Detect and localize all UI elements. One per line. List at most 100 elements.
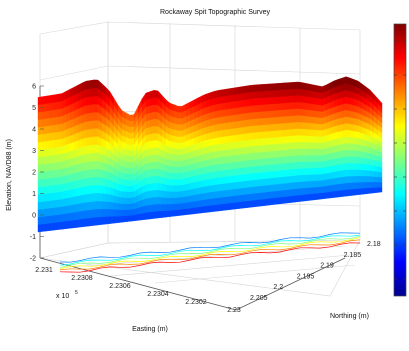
surface-patch xyxy=(45,102,51,112)
surface-patch xyxy=(137,212,143,221)
surface-patch xyxy=(317,104,323,112)
surface-patch xyxy=(173,197,179,205)
surface-patch xyxy=(173,147,179,156)
surface-patch xyxy=(169,172,175,180)
surface-patch xyxy=(213,143,219,152)
surface-patch xyxy=(297,95,303,103)
surface-patch xyxy=(341,76,347,85)
surface-patch xyxy=(149,175,155,184)
surface-patch xyxy=(125,167,131,175)
surface-patch xyxy=(301,108,307,117)
surface-patch xyxy=(149,139,155,149)
surface-patch xyxy=(341,182,347,191)
surface-patch xyxy=(325,178,331,187)
surface-patch xyxy=(221,203,227,211)
surface-patch xyxy=(253,91,259,99)
surface-patch xyxy=(377,98,383,109)
surface-patch xyxy=(177,178,183,186)
surface-patch xyxy=(297,128,303,136)
surface-patch xyxy=(321,166,327,175)
surface-patch xyxy=(129,214,135,222)
surface-patch xyxy=(129,179,135,187)
surface-patch xyxy=(165,190,171,198)
surface-patch xyxy=(313,135,319,143)
surface-patch xyxy=(173,191,179,198)
surface-patch xyxy=(261,90,267,99)
surface-patch xyxy=(197,199,203,208)
surface-patch xyxy=(69,172,75,183)
surface-patch xyxy=(277,149,283,158)
surface-patch xyxy=(61,205,67,215)
surface-patch xyxy=(169,159,175,167)
surface-patch xyxy=(269,83,275,91)
surface-patch xyxy=(145,169,151,178)
surface-patch xyxy=(49,214,55,224)
surface-patch xyxy=(217,183,223,192)
surface-patch xyxy=(245,173,251,181)
surface-patch xyxy=(237,120,243,128)
surface-patch xyxy=(45,215,51,224)
surface-patch xyxy=(65,212,71,222)
surface-patch xyxy=(225,189,231,197)
surface-patch xyxy=(157,203,163,212)
surface-patch xyxy=(37,193,43,203)
surface-patch xyxy=(185,176,191,185)
surface-patch xyxy=(229,195,235,204)
surface-patch xyxy=(45,147,51,157)
surface-patch xyxy=(213,123,219,132)
surface-patch xyxy=(317,173,323,181)
surface-patch xyxy=(301,148,307,156)
surface-patch xyxy=(125,191,131,198)
surface-patch xyxy=(153,118,159,127)
surface-patch xyxy=(237,113,243,122)
surface-patch xyxy=(53,214,59,223)
surface-patch xyxy=(333,183,339,192)
surface-patch xyxy=(277,102,283,111)
surface-patch xyxy=(189,188,195,196)
surface-patch xyxy=(145,183,151,192)
surface-patch xyxy=(41,193,47,202)
surface-patch xyxy=(345,103,351,111)
surface-patch xyxy=(205,152,211,161)
surface-patch xyxy=(293,141,299,150)
surface-patch xyxy=(273,89,279,98)
x-tick-label: 2.23 xyxy=(227,307,241,314)
surface-patch xyxy=(101,185,107,194)
surface-patch xyxy=(121,166,127,174)
surface-patch xyxy=(101,208,107,217)
surface-patch xyxy=(145,162,151,171)
surface-patch xyxy=(81,161,87,172)
surface-patch xyxy=(357,150,363,158)
surface-patch xyxy=(61,175,67,185)
surface-patch xyxy=(45,222,51,232)
surface-patch xyxy=(309,186,315,195)
surface-patch xyxy=(225,128,231,137)
surface-patch xyxy=(85,193,91,203)
surface-patch xyxy=(341,149,347,158)
surface-patch xyxy=(217,143,223,151)
surface-patch xyxy=(257,90,263,99)
surface-patch xyxy=(297,88,303,96)
surface-patch xyxy=(49,94,55,104)
surface-patch xyxy=(301,187,307,195)
surface-patch xyxy=(269,143,275,152)
surface-patch xyxy=(345,149,351,157)
surface-patch xyxy=(257,158,263,167)
surface-patch xyxy=(153,139,159,148)
surface-patch xyxy=(89,184,95,194)
surface-patch xyxy=(105,201,111,210)
z-tick-label: 4 xyxy=(32,127,36,134)
z-tick-label: 5 xyxy=(32,105,36,112)
surface-patch xyxy=(265,191,271,199)
surface-patch xyxy=(57,176,63,185)
surface-patch xyxy=(89,128,95,138)
surface-patch xyxy=(221,122,227,131)
surface-patch xyxy=(153,182,159,191)
surface-patch xyxy=(349,156,355,164)
surface-patch xyxy=(297,187,303,196)
surface-patch xyxy=(229,87,235,96)
surface-patch xyxy=(49,169,55,179)
surface-patch xyxy=(101,193,107,202)
surface-patch xyxy=(353,188,359,196)
surface-patch xyxy=(41,118,47,127)
